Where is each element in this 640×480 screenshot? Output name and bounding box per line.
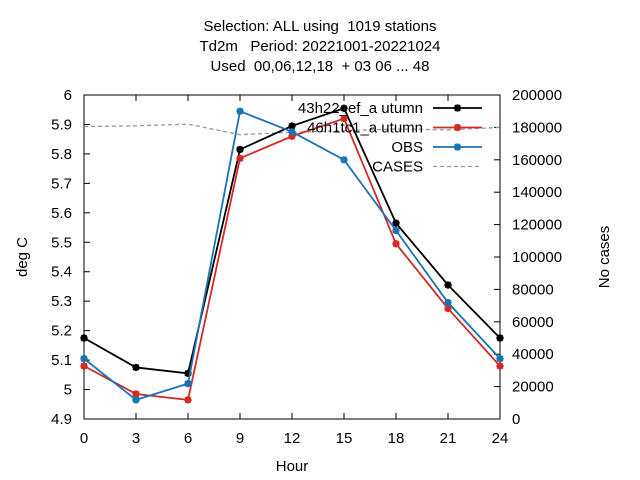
title-line-3: Used 00,06,12,18 + 03 06 ... 48 — [210, 58, 430, 75]
y-tick-label: 5.6 — [51, 205, 72, 222]
legend-label-43h22-ef-a-utumn: 43h22_ef_a utumn — [298, 100, 423, 117]
y-axis-label: deg C — [14, 237, 31, 277]
title-line-1: Selection: ALL using 1019 stations — [203, 18, 437, 35]
y-tick-label: 5.1 — [51, 352, 72, 369]
legend-label-46h1tc1-a-utumn: 46h1tc1_a utumn — [307, 120, 423, 137]
x-tick-label: 18 — [388, 430, 405, 447]
y2-tick-label: 100000 — [512, 249, 562, 266]
plot-frame — [83, 94, 501, 420]
y2-tick-label: 140000 — [512, 184, 562, 201]
point-46h1tc1-a-utumn — [184, 396, 192, 404]
point-obs — [80, 355, 88, 363]
x-tick-label: 3 — [132, 430, 140, 447]
point-46h1tc1-a-utumn — [80, 362, 88, 370]
point-obs — [340, 156, 348, 164]
x-tick-label: 21 — [440, 430, 457, 447]
y-tick-label: 5.8 — [51, 146, 72, 163]
point-obs — [132, 396, 140, 404]
y-tick-label: 5.2 — [51, 323, 72, 340]
x-tick-label: 12 — [284, 430, 301, 447]
x-tick-label: 6 — [184, 430, 192, 447]
y-tick-label: 5.4 — [51, 264, 72, 281]
series-line-46h1tc1-a-utumn — [83, 117, 501, 401]
x-axis-label: Hour — [276, 458, 309, 475]
x-tick-label: 0 — [80, 430, 88, 447]
legend-marker-46h1tc1-a-utumn — [453, 123, 462, 132]
x-tick-label: 9 — [236, 430, 244, 447]
series-line-43h22-ef-a-utumn — [83, 107, 501, 375]
point-obs — [288, 128, 296, 136]
point-46h1tc1-a-utumn — [236, 154, 244, 162]
point-obs — [184, 380, 192, 388]
series-line-obs — [83, 109, 501, 401]
point-43h22-ef-a-utumn — [236, 145, 244, 154]
x-tick-label: 15 — [336, 430, 353, 447]
y-tick-label: 5.9 — [51, 116, 72, 133]
legend-marker-obs — [453, 143, 462, 151]
point-obs — [444, 299, 452, 307]
y-tick-label: 5 — [64, 382, 72, 399]
title-line-2: Td2m Period: 20221001-20221024 — [199, 38, 441, 55]
x-tick-label: 24 — [492, 430, 509, 447]
point-46h1tc1-a-utumn — [444, 304, 452, 313]
point-43h22-ef-a-utumn — [444, 281, 452, 289]
y-tick-label: 5.5 — [51, 234, 72, 251]
point-43h22-ef-a-utumn — [340, 104, 348, 112]
y2-tick-label: 180000 — [512, 119, 562, 136]
y-tick-label: 5.7 — [51, 175, 72, 192]
y2-tick-label: 160000 — [512, 152, 562, 169]
y2-tick-label: 60000 — [512, 314, 554, 331]
y2-tick-label: 0 — [512, 411, 520, 428]
y2-tick-label: 20000 — [512, 379, 554, 396]
legend-label-obs: OBS — [391, 139, 423, 156]
y2-tick-label: 80000 — [512, 281, 554, 298]
legend-marker-43h22-ef-a-utumn — [453, 104, 462, 112]
point-46h1tc1-a-utumn — [340, 114, 348, 123]
legend-label-cases: CASES — [372, 159, 423, 176]
y2-tick-label: 40000 — [512, 346, 554, 363]
point-46h1tc1-a-utumn — [132, 390, 140, 398]
y-tick-label: 6 — [64, 87, 72, 104]
y-tick-label: 4.9 — [51, 411, 72, 428]
point-43h22-ef-a-utumn — [288, 122, 296, 130]
y-tick-label: 5.3 — [51, 293, 72, 310]
point-43h22-ef-a-utumn — [496, 334, 504, 342]
y2-tick-label: 120000 — [512, 217, 562, 234]
point-46h1tc1-a-utumn — [288, 132, 296, 140]
point-43h22-ef-a-utumn — [132, 363, 140, 372]
point-obs — [496, 355, 504, 363]
point-46h1tc1-a-utumn — [392, 240, 400, 248]
point-43h22-ef-a-utumn — [80, 334, 88, 342]
y2-axis-label: No cases — [596, 226, 613, 289]
point-obs — [392, 226, 400, 235]
point-obs — [236, 107, 244, 115]
y2-tick-label: 200000 — [512, 87, 562, 104]
point-43h22-ef-a-utumn — [392, 219, 400, 227]
point-46h1tc1-a-utumn — [496, 362, 504, 370]
